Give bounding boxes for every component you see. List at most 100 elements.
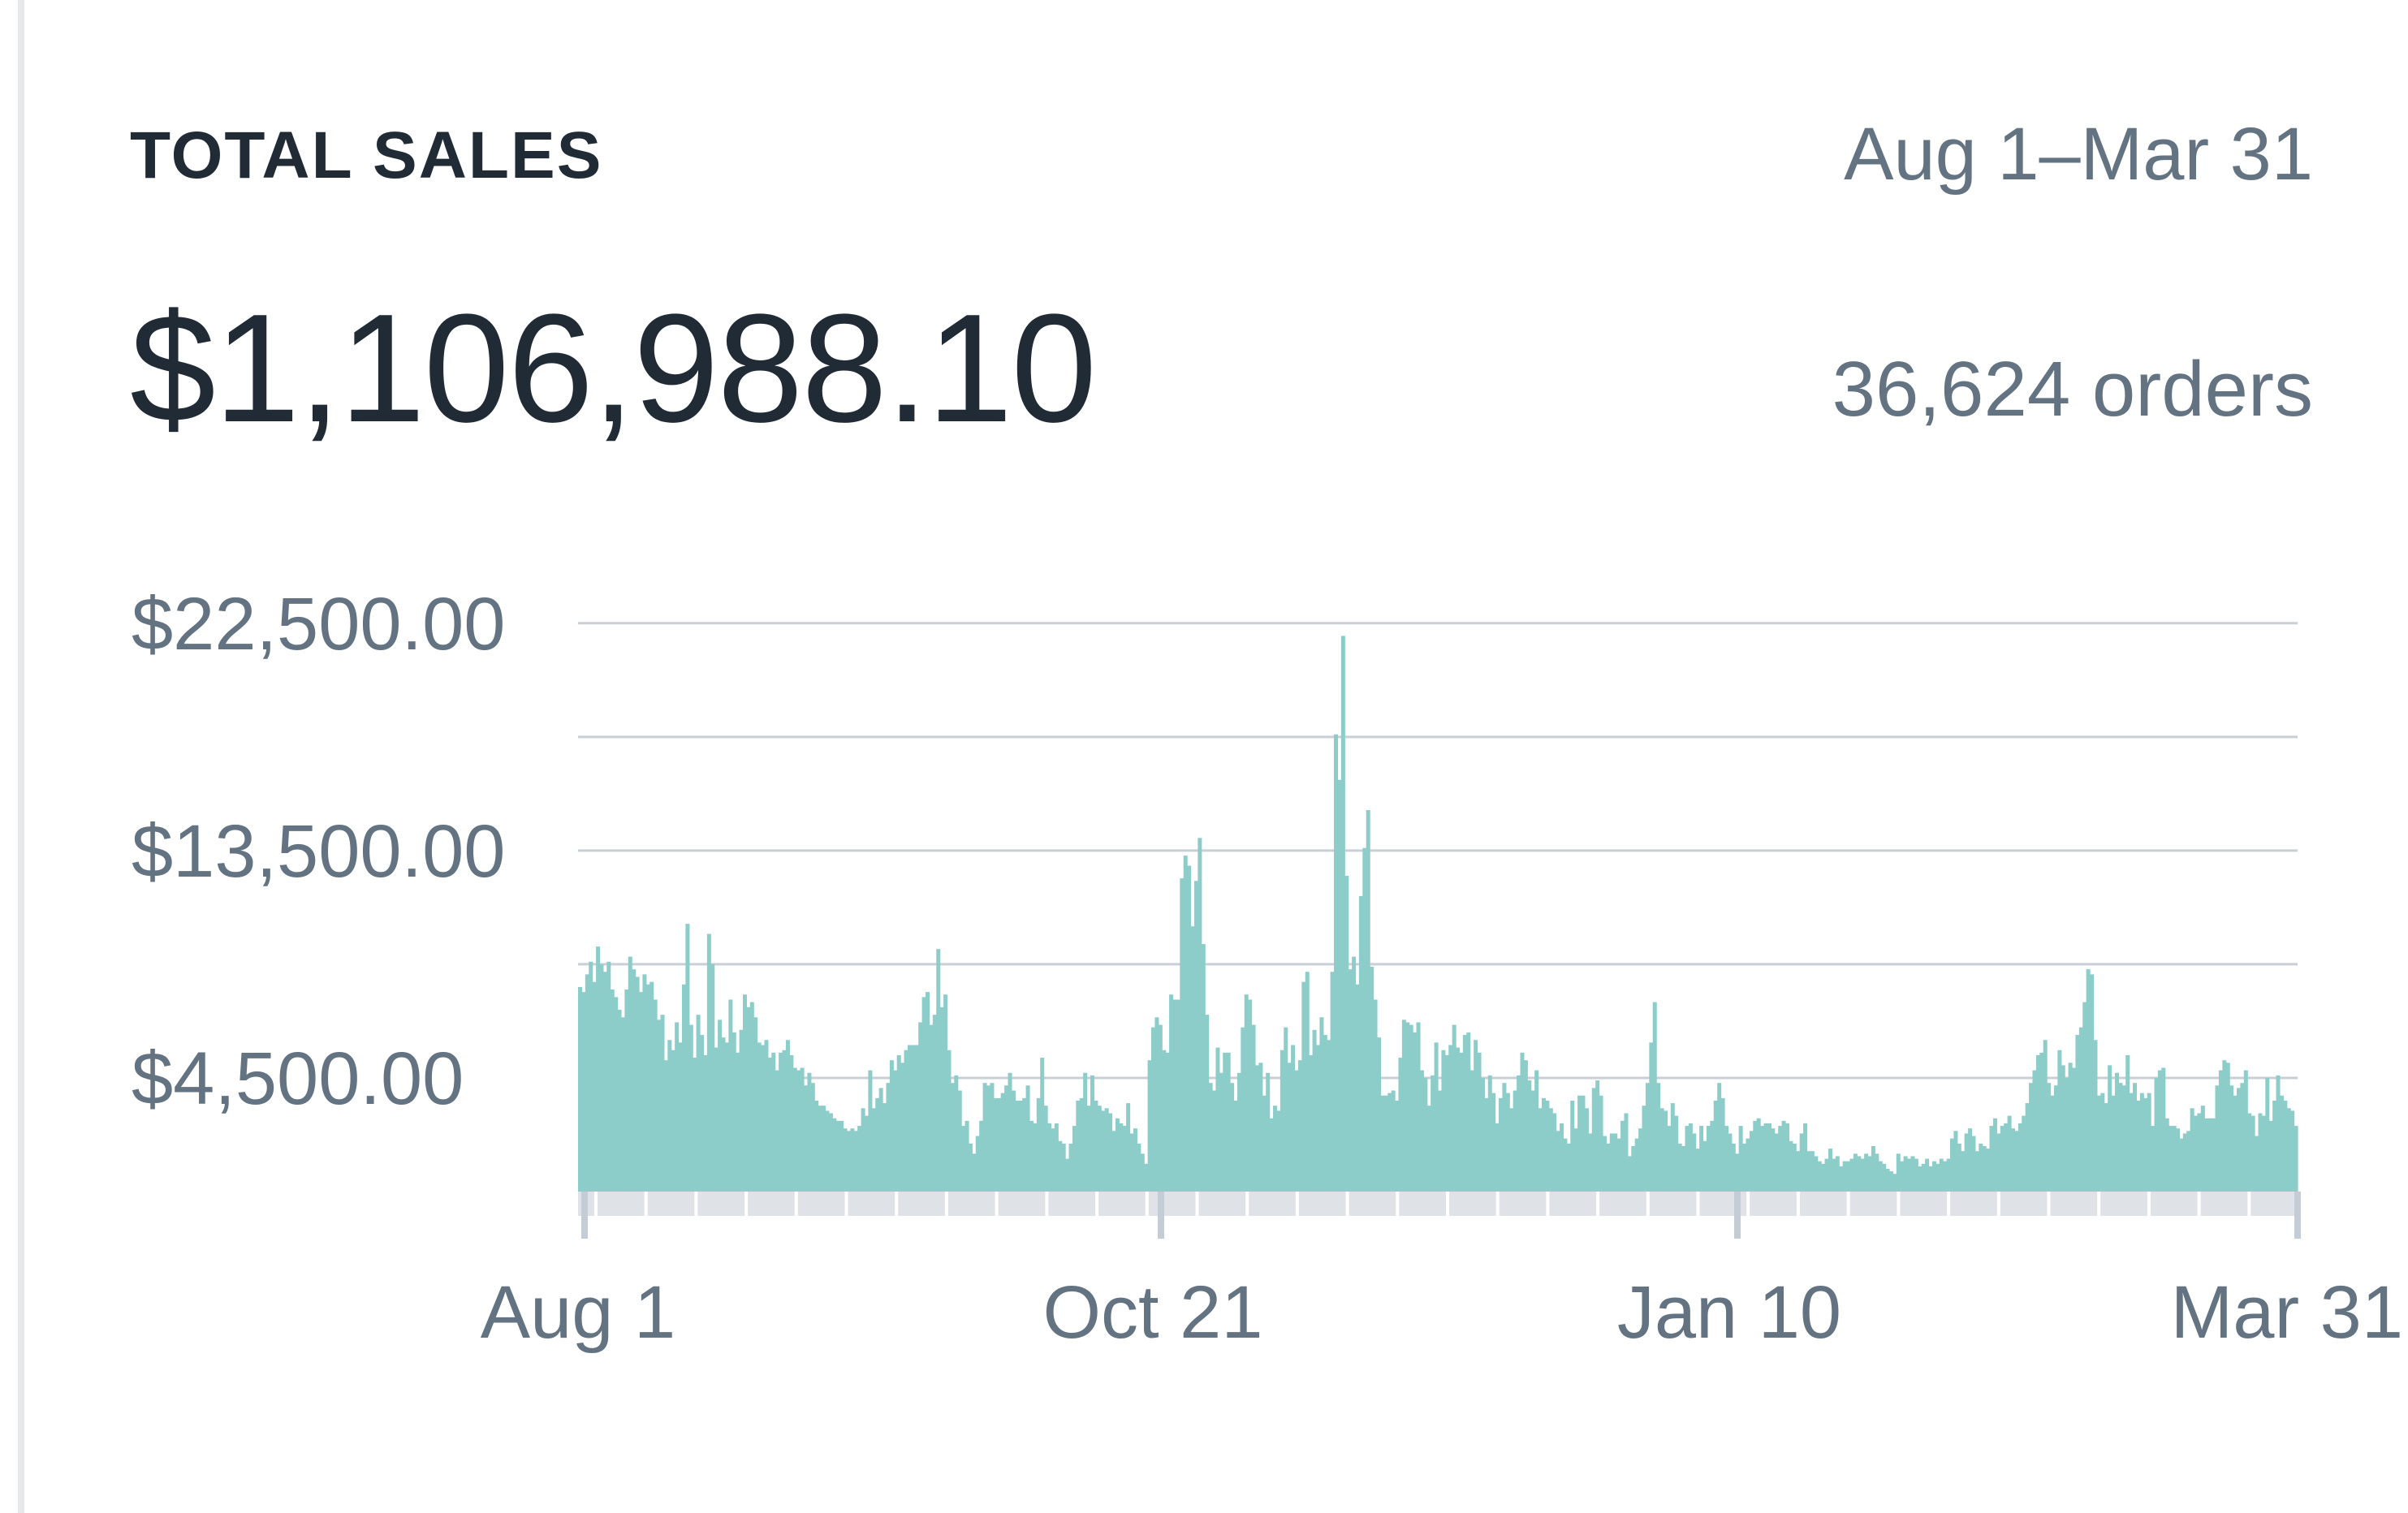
sales-bar[interactable] xyxy=(700,1035,705,1192)
sales-bar[interactable] xyxy=(642,974,647,1192)
sales-bar[interactable] xyxy=(1785,1123,1790,1192)
sales-bar[interactable] xyxy=(1431,1075,1435,1192)
sales-bar[interactable] xyxy=(2179,1138,2184,1192)
sales-bar[interactable] xyxy=(1828,1149,1832,1192)
sales-bar[interactable] xyxy=(1000,1093,1005,1192)
sales-bar[interactable] xyxy=(761,1045,766,1192)
sales-bar[interactable] xyxy=(2286,1108,2291,1192)
sales-bar[interactable] xyxy=(1835,1156,1840,1192)
sales-bar[interactable] xyxy=(1520,1052,1525,1192)
sales-bar[interactable] xyxy=(1789,1140,1793,1192)
sales-bar[interactable] xyxy=(1971,1136,1976,1192)
sales-bar[interactable] xyxy=(1398,1058,1403,1192)
sales-bar[interactable] xyxy=(993,1097,998,1192)
sales-bar[interactable] xyxy=(632,969,637,1192)
sales-bar[interactable] xyxy=(681,984,686,1192)
sales-bar[interactable] xyxy=(1423,1077,1428,1192)
sales-bar[interactable] xyxy=(671,1050,675,1192)
sales-bar[interactable] xyxy=(1806,1151,1811,1192)
sales-bar[interactable] xyxy=(2290,1110,2295,1192)
sales-bar[interactable] xyxy=(2050,1095,2055,1192)
sales-bar[interactable] xyxy=(2182,1133,2187,1192)
sales-bar[interactable] xyxy=(1860,1158,1865,1192)
sales-bar[interactable] xyxy=(1086,1106,1091,1192)
sales-bar[interactable] xyxy=(1115,1118,1120,1192)
sales-bar[interactable] xyxy=(1638,1128,1643,1192)
sales-bar[interactable] xyxy=(1989,1126,1994,1192)
sales-bar[interactable] xyxy=(1456,1047,1461,1192)
sales-bar[interactable] xyxy=(2172,1126,2177,1192)
sales-bar[interactable] xyxy=(1756,1118,1761,1192)
sales-bar[interactable] xyxy=(943,994,948,1192)
sales-bar[interactable] xyxy=(724,1042,729,1192)
sales-bar[interactable] xyxy=(1706,1126,1711,1192)
sales-bar[interactable] xyxy=(1383,1095,1388,1192)
sales-bar[interactable] xyxy=(900,1063,905,1192)
sales-bar[interactable] xyxy=(1878,1161,1883,1192)
sales-bar[interactable] xyxy=(1634,1138,1639,1192)
sales-bar[interactable] xyxy=(1334,734,1339,1192)
sales-bar[interactable] xyxy=(1910,1156,1915,1192)
sales-bar[interactable] xyxy=(1151,1027,1156,1192)
sales-bar[interactable] xyxy=(1892,1174,1897,1192)
sales-bar[interactable] xyxy=(950,1083,955,1192)
sales-bar[interactable] xyxy=(2243,1070,2248,1192)
sales-bar[interactable] xyxy=(893,1070,898,1192)
sales-bar[interactable] xyxy=(1931,1161,1936,1192)
sales-bar[interactable] xyxy=(1484,1097,1489,1192)
sales-bar[interactable] xyxy=(1685,1126,1689,1192)
sales-bar[interactable] xyxy=(1778,1126,1783,1192)
sales-bar[interactable] xyxy=(1760,1126,1765,1192)
sales-bar[interactable] xyxy=(2276,1075,2281,1192)
sales-bar[interactable] xyxy=(1344,876,1349,1192)
sales-bar[interactable] xyxy=(1348,969,1353,1192)
sales-bar[interactable] xyxy=(1710,1120,1715,1192)
sales-bar[interactable] xyxy=(803,1085,808,1192)
sales-bar[interactable] xyxy=(2125,1054,2130,1192)
sales-bar[interactable] xyxy=(975,1136,980,1192)
sales-bar[interactable] xyxy=(1366,810,1370,1192)
sales-bar[interactable] xyxy=(1928,1166,1933,1192)
sales-bar[interactable] xyxy=(1896,1153,1901,1192)
sales-bar[interactable] xyxy=(1925,1158,1930,1192)
sales-bar[interactable] xyxy=(1413,1032,1418,1192)
sales-bar[interactable] xyxy=(1609,1133,1614,1192)
sales-bar[interactable] xyxy=(1581,1095,1586,1192)
sales-bar[interactable] xyxy=(1254,1065,1259,1192)
sales-bar[interactable] xyxy=(685,924,690,1192)
sales-bar[interactable] xyxy=(914,1045,919,1192)
sales-bar[interactable] xyxy=(1968,1128,1973,1192)
sales-bar[interactable] xyxy=(1649,1042,1654,1192)
sales-bar[interactable] xyxy=(1409,1024,1413,1192)
sales-bar[interactable] xyxy=(1713,1100,1718,1192)
sales-bar[interactable] xyxy=(1799,1133,1804,1192)
sales-bar[interactable] xyxy=(1774,1133,1779,1192)
sales-bar[interactable] xyxy=(2118,1083,2123,1192)
sales-bar[interactable] xyxy=(2007,1115,2012,1192)
sales-bar[interactable] xyxy=(2268,1120,2273,1192)
sales-bar[interactable] xyxy=(1738,1126,1743,1192)
sales-bar[interactable] xyxy=(1452,1024,1456,1192)
sales-bar[interactable] xyxy=(592,981,597,1192)
sales-bar[interactable] xyxy=(1294,1070,1299,1192)
sales-bar[interactable] xyxy=(1505,1093,1510,1192)
sales-bar[interactable] xyxy=(972,1153,977,1192)
sales-bar[interactable] xyxy=(764,1040,769,1192)
sales-bar[interactable] xyxy=(2039,1052,2044,1192)
sales-bar[interactable] xyxy=(2096,1095,2101,1192)
sales-bar[interactable] xyxy=(1387,1093,1392,1192)
sales-bar[interactable] xyxy=(1681,1145,1686,1192)
sales-bar[interactable] xyxy=(810,1083,815,1192)
sales-bar[interactable] xyxy=(1935,1163,1940,1192)
sales-bar[interactable] xyxy=(2157,1070,2162,1192)
sales-bar[interactable] xyxy=(1548,1108,1553,1192)
sales-bar[interactable] xyxy=(1949,1138,1954,1192)
sales-bar[interactable] xyxy=(1832,1158,1836,1192)
sales-bar[interactable] xyxy=(846,1131,851,1192)
sales-bar[interactable] xyxy=(1591,1088,1596,1192)
sales-bar[interactable] xyxy=(1595,1080,1600,1192)
sales-bar[interactable] xyxy=(1824,1158,1829,1192)
sales-bar[interactable] xyxy=(660,1015,665,1192)
sales-bar[interactable] xyxy=(1560,1123,1564,1192)
sales-bar[interactable] xyxy=(1839,1166,1844,1192)
